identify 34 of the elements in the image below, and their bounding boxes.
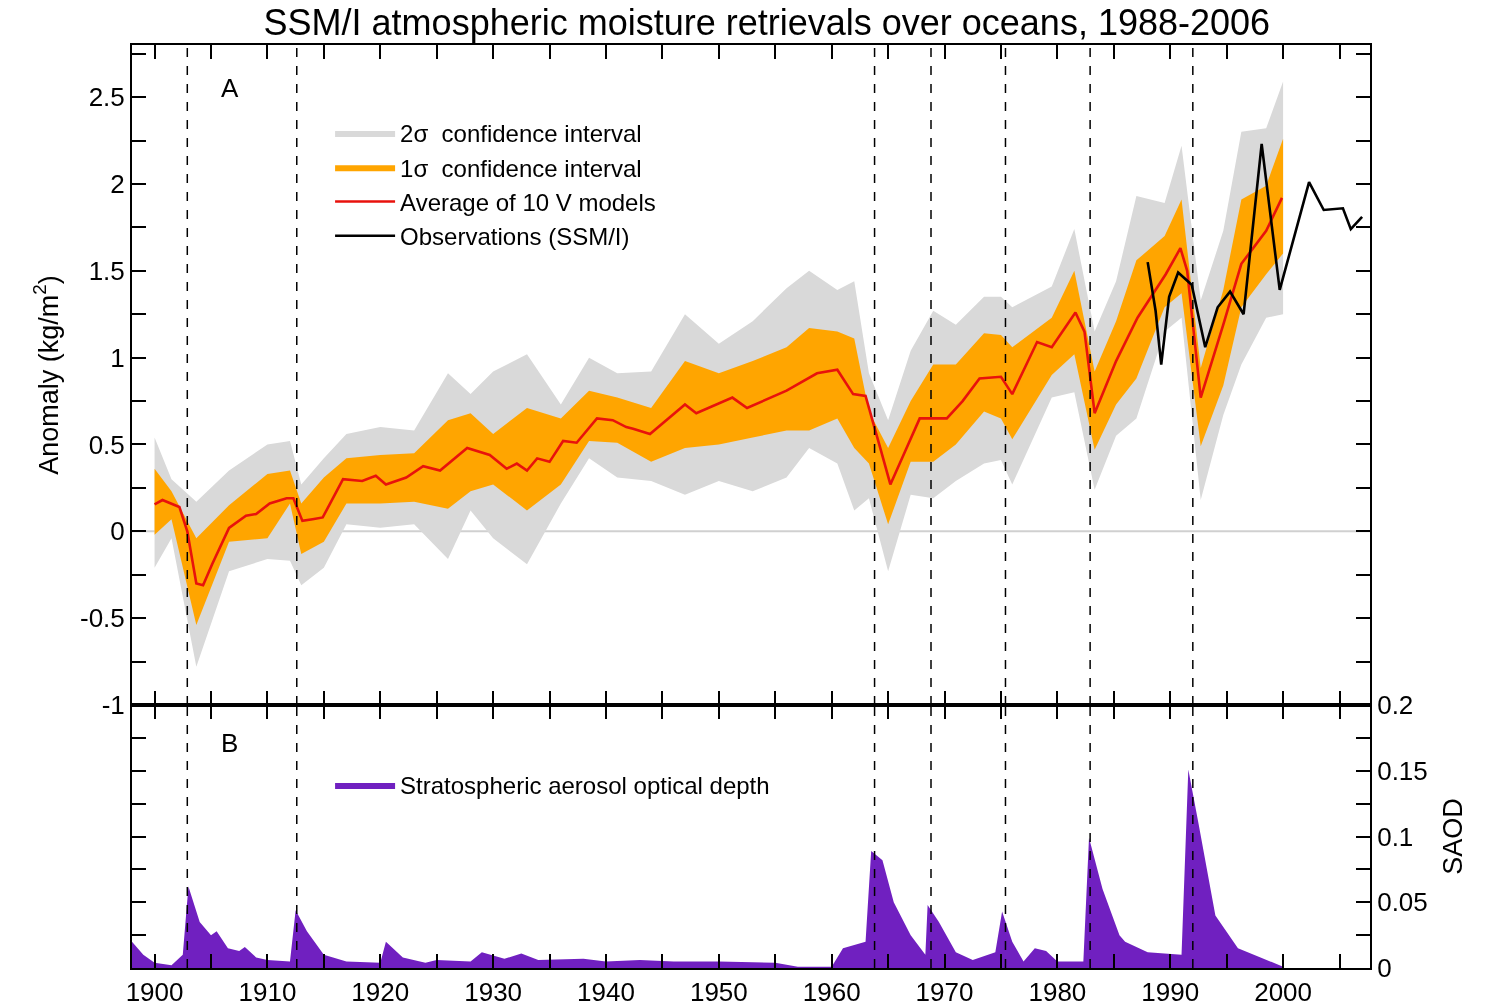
y-tick-label: 0.5 xyxy=(88,429,125,460)
x-tick-label: 1940 xyxy=(577,977,635,1008)
x-tick-label: 1960 xyxy=(802,977,861,1008)
y2-axis-title: SAOD xyxy=(1437,798,1468,875)
x-tick-label: 1950 xyxy=(689,977,748,1008)
x-tick-label: 2000 xyxy=(1254,977,1313,1008)
y2-tick-label: 0.1 xyxy=(1377,821,1414,852)
x-tick-label: 1920 xyxy=(351,977,410,1008)
chart-title: SSM/I atmospheric moisture retrievals over oceans, 1988-2006 xyxy=(263,1,1271,43)
x-tick-label: 1900 xyxy=(125,977,184,1008)
legend-label: Observations (SSM/I) xyxy=(400,223,630,251)
y-tick-label: 1 xyxy=(110,342,125,373)
line-series xyxy=(153,196,1284,587)
x-tick-label: 1930 xyxy=(464,977,523,1008)
y-tick-label: 2.5 xyxy=(88,82,125,113)
y2-tick-label: 0.2 xyxy=(1377,690,1414,721)
annotation: A xyxy=(221,73,239,103)
y-tick-label: 0 xyxy=(110,516,125,547)
x-tick-label: 1990 xyxy=(1141,977,1200,1008)
annotation: B xyxy=(221,728,239,758)
legend-label: Average of 10 V models xyxy=(400,188,656,216)
legend-label: 1σ confidence interval xyxy=(400,154,642,182)
legend-label: Stratospheric aerosol optical depth xyxy=(400,772,770,800)
y2-tick-label: 0.15 xyxy=(1377,755,1428,786)
x-tick-label: 1980 xyxy=(1028,977,1087,1008)
legend-label: 2σ confidence interval xyxy=(400,120,642,148)
x-tick-label: 1910 xyxy=(238,977,297,1008)
y-tick-label: 2 xyxy=(110,169,125,200)
y2-tick-label: 0 xyxy=(1377,953,1392,984)
y-tick-label: -1 xyxy=(101,690,125,721)
y2-tick-label: 0.05 xyxy=(1377,887,1428,918)
y-tick-label: -0.5 xyxy=(79,603,125,634)
x-tick-label: 1970 xyxy=(915,977,974,1008)
y-tick-label: 1.5 xyxy=(88,255,125,286)
